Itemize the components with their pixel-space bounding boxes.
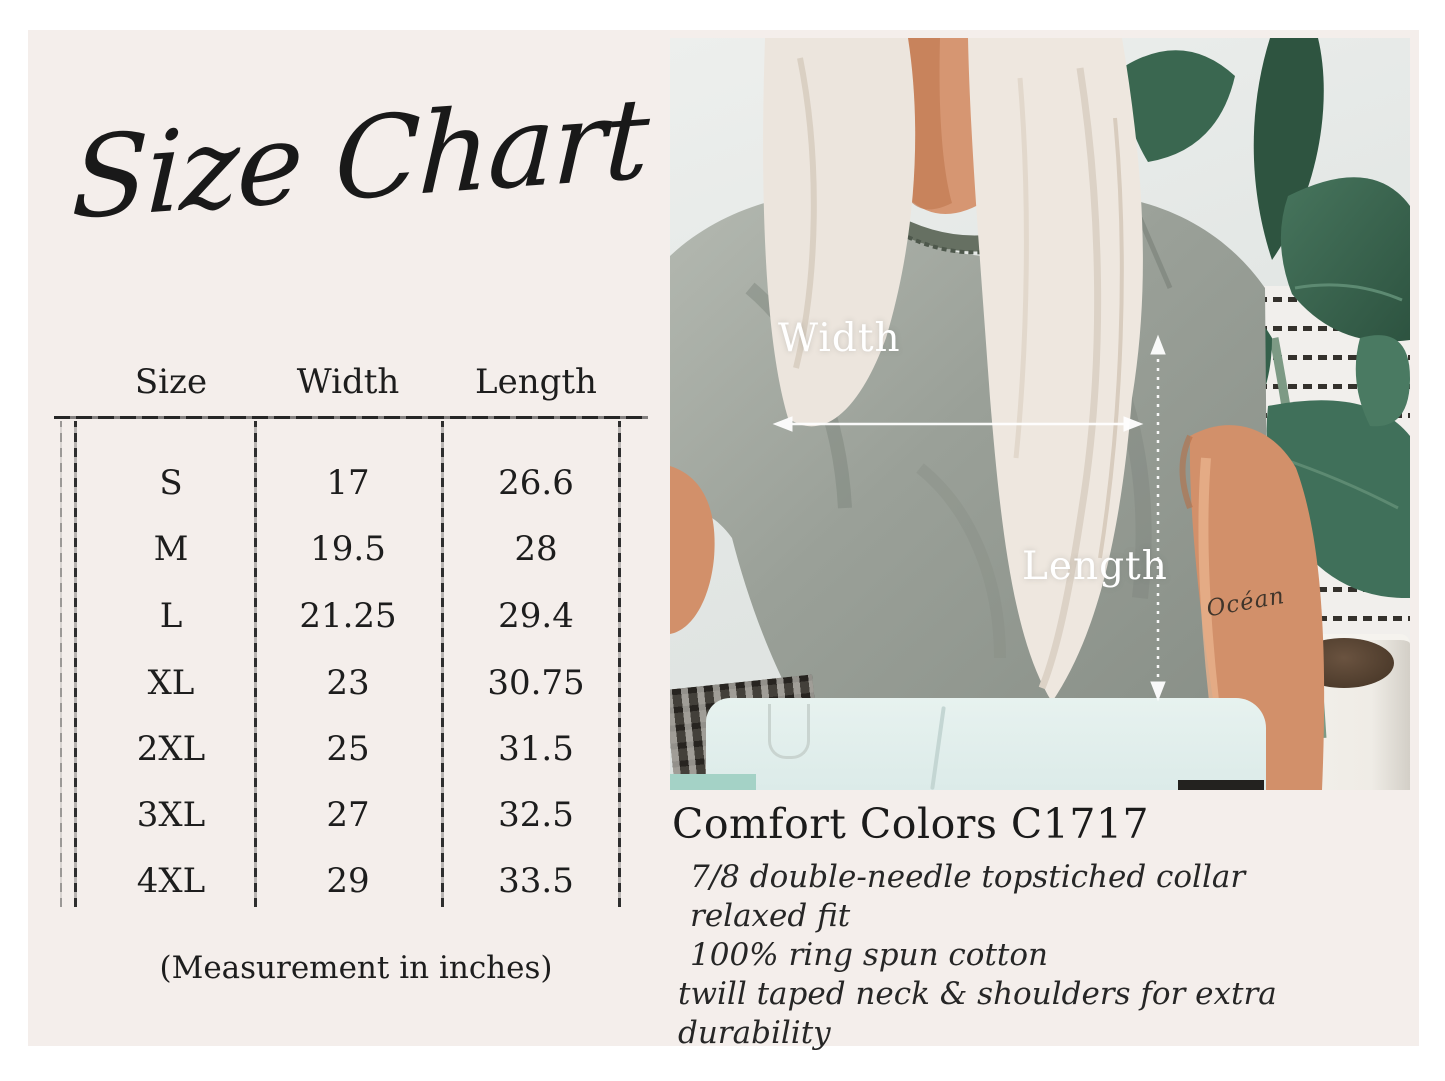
detail-line: 7/8 double-needle topstiched collar — [690, 859, 1246, 895]
table-row: 4XL 29 33.5 — [28, 848, 678, 914]
table-row: M 19.5 28 — [28, 516, 678, 582]
table-header-divider — [54, 416, 648, 419]
table-border-left-outer — [60, 421, 62, 907]
table-header-width: Width — [296, 362, 400, 402]
jeans-seam — [930, 706, 946, 790]
table-row: 3XL 27 32.5 — [28, 782, 678, 848]
cell-width: 29 — [326, 861, 370, 901]
length-label: Length — [1022, 544, 1168, 589]
cell-width: 21.25 — [299, 596, 397, 636]
cell-length: 31.5 — [498, 729, 574, 769]
product-info: Comfort Colors C1717 7/8 double-needle t… — [672, 800, 1412, 1053]
product-photo: Océan Width Length — [670, 38, 1410, 790]
teal-fabric — [670, 774, 756, 790]
cell-width: 17 — [326, 463, 370, 503]
cell-width: 23 — [326, 663, 370, 703]
cell-length: 28 — [514, 529, 558, 569]
jeans — [706, 698, 1266, 790]
table-border-right — [618, 421, 621, 907]
cell-length: 26.6 — [498, 463, 574, 503]
cell-width: 19.5 — [310, 529, 386, 569]
cell-length: 32.5 — [498, 795, 574, 835]
shadow-patch — [1178, 780, 1264, 790]
cell-size: XL — [147, 663, 195, 703]
detail-line: 100% ring spun cotton — [690, 937, 1048, 973]
cell-size: 3XL — [136, 795, 206, 835]
cream-card: Size Chart Size Width Length S 17 26.6 M… — [28, 30, 1419, 1051]
cell-length: 33.5 — [498, 861, 574, 901]
cell-size: 2XL — [136, 729, 206, 769]
size-table: Size Width Length S 17 26.6 M 19.5 28 L … — [28, 30, 678, 990]
table-divider-2 — [441, 421, 444, 907]
cell-width: 25 — [326, 729, 370, 769]
table-header-length: Length — [475, 362, 597, 402]
drawstring — [768, 704, 810, 759]
cell-size: M — [153, 529, 189, 569]
measurement-note: (Measurement in inches) — [159, 950, 553, 986]
product-details: 7/8 double-needle topstiched collar rela… — [672, 858, 1412, 1053]
cell-width: 27 — [326, 795, 370, 835]
table-header-size: Size — [134, 362, 208, 402]
table-row: 2XL 25 31.5 — [28, 716, 678, 782]
table-divider-1 — [254, 421, 257, 907]
t-shirt — [670, 188, 1267, 744]
cell-size: 4XL — [136, 861, 206, 901]
product-name: Comfort Colors C1717 — [672, 800, 1150, 848]
table-row: XL 23 30.75 — [28, 650, 678, 716]
cell-size: S — [159, 463, 183, 503]
table-row: L 21.25 29.4 — [28, 583, 678, 649]
table-row: S 17 26.6 — [28, 450, 678, 516]
detail-line: relaxed fit — [690, 898, 851, 934]
detail-line: twill taped neck & shoulders for extra d… — [678, 976, 1277, 1051]
width-label: Width — [778, 316, 901, 361]
cell-length: 30.75 — [487, 663, 585, 703]
cell-length: 29.4 — [498, 596, 574, 636]
cell-size: L — [159, 596, 183, 636]
table-border-left — [74, 421, 77, 907]
